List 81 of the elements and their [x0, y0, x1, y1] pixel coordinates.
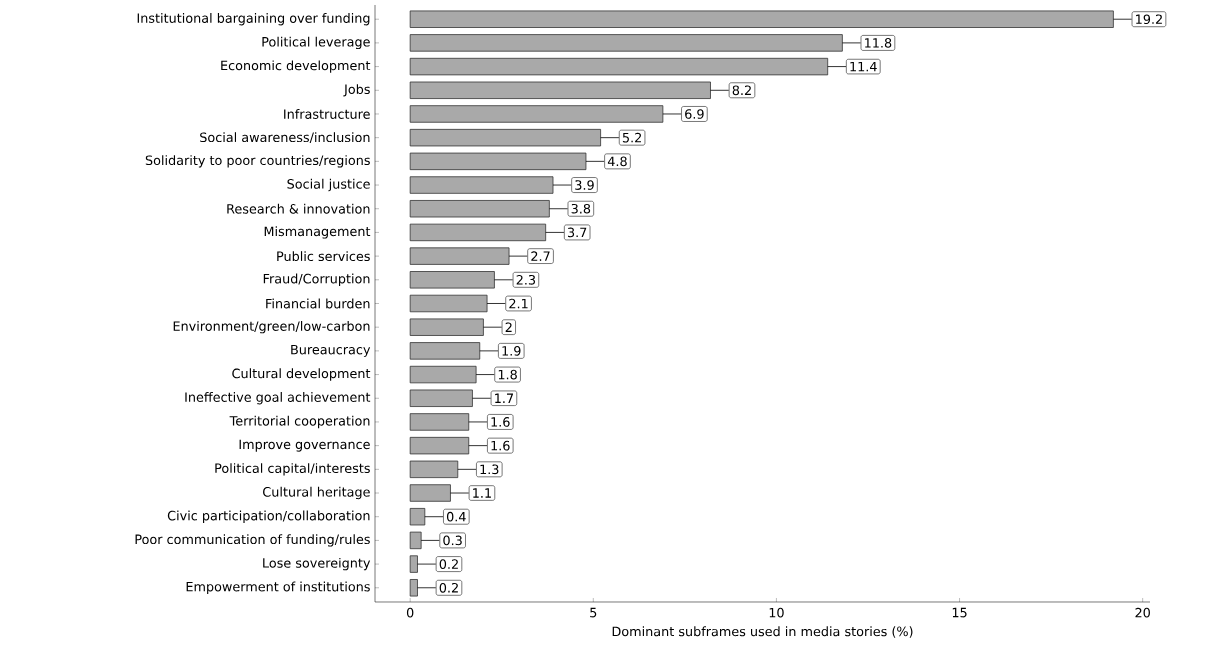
y-tick-label: Ineffective goal achievement — [185, 392, 371, 405]
data-label: 4.8 — [607, 156, 627, 167]
data-label: 0.2 — [439, 582, 458, 593]
bar — [409, 200, 550, 218]
data-label: 3.8 — [571, 203, 591, 214]
data-label: 1.3 — [480, 464, 499, 475]
bar — [409, 271, 495, 289]
bar — [409, 128, 602, 147]
y-tick-label: Lose sovereignty — [263, 557, 371, 571]
bar — [409, 10, 1114, 28]
y-tick-label: Public services — [277, 251, 370, 262]
bar — [409, 57, 829, 76]
data-label: 2.1 — [509, 298, 528, 309]
bar — [409, 34, 843, 52]
y-tick-label: Civic participation/collaboration — [167, 510, 370, 523]
data-label: 1.7 — [495, 393, 513, 403]
x-tick-label: 5 — [590, 607, 597, 618]
y-tick-label: Research & innovation — [227, 203, 370, 214]
y-tick-label: Solidarity to poor countries/regions — [145, 155, 370, 168]
x-tick-label: 20 — [1135, 607, 1150, 618]
data-label: 8.2 — [732, 85, 751, 96]
y-tick-label: Social awareness/inclusion — [200, 132, 370, 144]
data-label: 3.7 — [567, 227, 587, 238]
bar — [409, 81, 711, 99]
data-label: 1.1 — [473, 488, 491, 498]
y-tick-label: Mismanagement — [264, 226, 371, 239]
x-tick-label: 0 — [406, 607, 414, 618]
y-tick-label: Fraud/Corruption — [263, 273, 370, 286]
data-label: 1.8 — [498, 369, 517, 380]
data-label: 11.4 — [850, 61, 877, 72]
y-tick-label: Financial burden — [266, 298, 370, 309]
data-label: 11.8 — [865, 38, 892, 48]
data-label: 3.9 — [575, 180, 594, 190]
y-tick-label: Environment/green/low-carbon — [173, 320, 370, 334]
x-axis-title: Dominant subframes used in media stories (%) — [612, 626, 913, 638]
y-tick-label: Cultural heritage — [263, 486, 370, 500]
bar — [409, 365, 477, 384]
y-tick-label: Political leverage — [262, 36, 370, 50]
y-tick-label: Institutional bargaining over funding — [137, 13, 370, 26]
y-tick-label: Cultural development — [232, 368, 371, 381]
bar — [409, 413, 470, 431]
bar — [409, 508, 426, 526]
y-tick-label: Jobs — [343, 84, 370, 97]
data-label: 2.7 — [531, 251, 550, 261]
bar — [409, 389, 473, 407]
x-tick-label: 10 — [769, 607, 784, 618]
data-label: 2.3 — [516, 274, 536, 285]
bar — [409, 460, 459, 479]
y-tick-label: Infrastructure — [284, 109, 370, 119]
data-label: 2 — [505, 322, 512, 332]
data-label: 6.9 — [685, 109, 704, 119]
y-tick-label: Empowerment of institutions — [186, 581, 370, 594]
y-tick-label: Improve governance — [239, 439, 370, 452]
x-tick-label: 15 — [952, 607, 967, 618]
data-label: 5.2 — [622, 132, 641, 143]
data-label: 1.6 — [491, 417, 510, 427]
y-tick-label: Territorial cooperation — [229, 415, 370, 429]
data-label: 1.6 — [491, 440, 510, 451]
bar — [409, 318, 484, 336]
bar — [409, 247, 510, 265]
data-label: 19.2 — [1136, 14, 1162, 25]
y-tick-label: Poor communication of funding/rules — [135, 534, 370, 547]
bar — [409, 531, 422, 550]
bar — [409, 152, 587, 171]
bar — [409, 223, 547, 242]
data-label: 1.9 — [502, 346, 521, 356]
y-tick-label: Economic development — [221, 60, 371, 73]
bar — [409, 176, 554, 194]
y-tick-label: Social justice — [287, 178, 370, 192]
bar — [409, 579, 418, 597]
y-tick-label: Bureaucracy — [291, 344, 371, 357]
bar — [409, 105, 664, 123]
bar — [409, 436, 470, 455]
bar — [409, 342, 481, 360]
data-label: 0.4 — [446, 511, 466, 522]
data-label: 0.3 — [443, 535, 462, 546]
bar — [409, 555, 418, 573]
bar — [409, 294, 488, 313]
bar — [409, 484, 451, 502]
data-label: 0.2 — [439, 559, 458, 569]
y-tick-label: Political capital/interests — [215, 463, 370, 476]
